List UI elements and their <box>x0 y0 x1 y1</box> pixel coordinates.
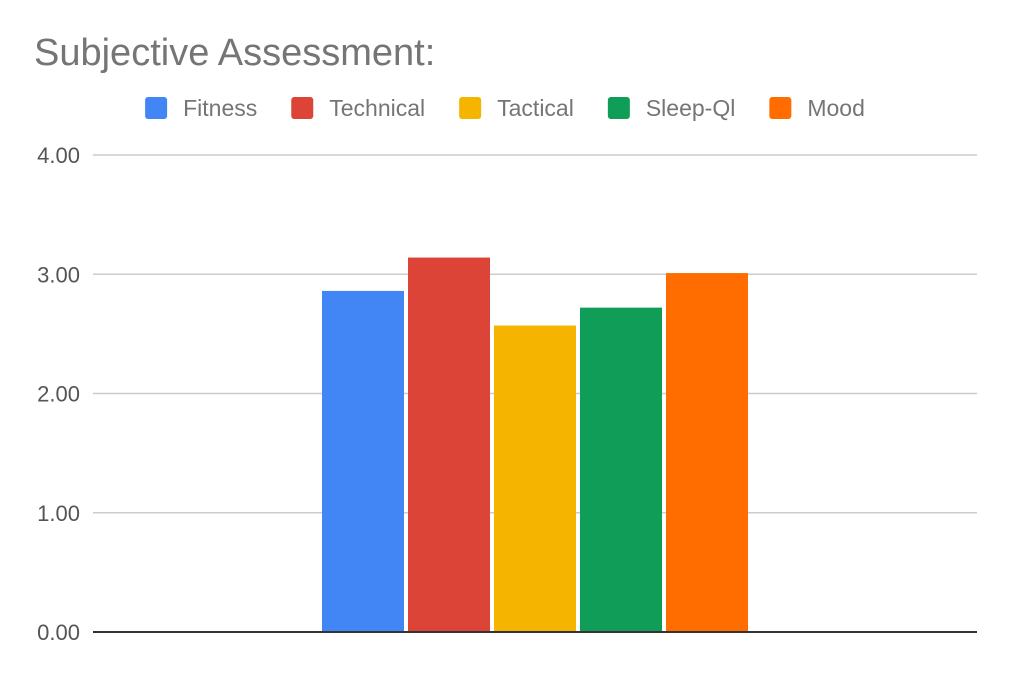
y-tick-label: 3.00 <box>37 262 80 287</box>
bar-fitness <box>322 290 404 632</box>
y-tick-label: 1.00 <box>37 501 80 526</box>
legend-label: Technical <box>329 95 425 121</box>
y-tick-label: 2.00 <box>37 382 80 407</box>
bar-sleep-ql <box>580 307 662 632</box>
legend-label: Mood <box>807 95 865 121</box>
legend-swatch-tactical <box>459 97 482 119</box>
chart-title: Subjective Assessment: <box>34 32 435 74</box>
bar-mood <box>666 273 748 632</box>
legend-label: Sleep-Ql <box>646 95 735 121</box>
y-tick-label: 0.00 <box>37 620 80 645</box>
bars <box>322 257 748 632</box>
legend-swatch-sleep-ql <box>607 97 630 119</box>
legend-swatch-technical <box>291 97 314 119</box>
y-axis: 0.00 1.00 2.00 3.00 4.00 <box>37 143 80 645</box>
legend-swatch-mood <box>769 97 792 119</box>
legend-label: Fitness <box>183 95 257 121</box>
legend-swatch-fitness <box>145 97 168 119</box>
bar-tactical <box>494 325 576 632</box>
legend: Fitness Technical Tactical Sleep-Ql Mood <box>145 95 865 121</box>
legend-label: Tactical <box>497 95 574 121</box>
y-tick-label: 4.00 <box>37 143 80 168</box>
bar-technical <box>408 257 490 632</box>
